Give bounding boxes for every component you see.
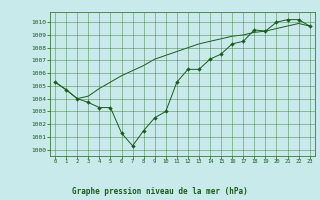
Text: Graphe pression niveau de la mer (hPa): Graphe pression niveau de la mer (hPa) xyxy=(72,187,248,196)
